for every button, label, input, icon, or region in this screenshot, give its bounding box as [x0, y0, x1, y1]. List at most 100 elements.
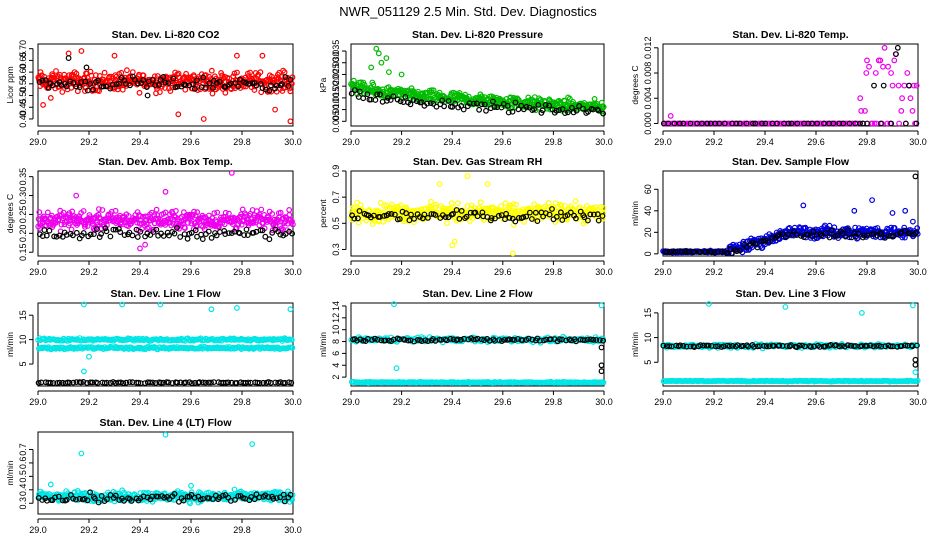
chart-panel: Stan. Dev. Li-820 Temp.29.0 29.2 29.4 29.6 2… — [630, 29, 927, 147]
data-point — [251, 87, 258, 93]
y-tick-label: 0.40 — [18, 110, 28, 128]
x-tick-label: 30.0 — [595, 267, 613, 277]
data-point — [241, 210, 248, 217]
data-point — [103, 379, 110, 386]
data-point — [373, 45, 380, 52]
data-point — [364, 91, 371, 98]
data-point — [458, 207, 465, 214]
data-point — [83, 64, 90, 71]
data-point — [208, 379, 214, 386]
data-point — [256, 380, 263, 386]
data-point — [156, 81, 162, 88]
data-point — [529, 336, 536, 343]
plot-frame — [662, 170, 919, 257]
data-point — [418, 99, 425, 106]
data-point — [277, 209, 284, 216]
data-point — [117, 379, 124, 386]
x-tick-label: 30.0 — [284, 267, 302, 277]
data-point — [432, 204, 439, 211]
x-tick-label: 29.8 — [233, 397, 251, 407]
data-point — [287, 88, 294, 95]
data-point — [823, 230, 829, 236]
data-point — [87, 231, 94, 238]
data-point — [385, 211, 392, 217]
data-point — [206, 80, 213, 87]
y-axis-label: Licor ppm — [5, 66, 15, 103]
data-point — [505, 109, 512, 116]
data-point — [156, 89, 163, 95]
data-point — [374, 336, 381, 343]
data-point — [565, 109, 571, 116]
data-point — [864, 57, 870, 64]
data-point — [591, 211, 597, 218]
y-tick-label: 0.35 — [18, 168, 28, 186]
data-point — [840, 120, 847, 127]
data-point — [594, 211, 601, 218]
data-point — [509, 108, 516, 115]
data-point — [761, 343, 767, 349]
data-point — [235, 221, 242, 228]
data-point — [63, 83, 70, 90]
data-point — [250, 229, 257, 236]
panel-title: Stan. Dev. Line 4 (LT) Flow — [99, 417, 232, 429]
y-tick-label: 10 — [643, 333, 653, 343]
x-axis: 29.0 29.2 29.4 29.6 29.8 30.0 — [342, 260, 613, 277]
data-point — [158, 379, 164, 386]
data-point — [82, 78, 89, 85]
y-tick-label: 0.45 — [18, 98, 28, 116]
x-tick-label: 29.4 — [131, 267, 149, 277]
data-point — [352, 87, 358, 93]
data-point — [287, 217, 294, 224]
data-point — [152, 82, 159, 88]
data-point — [680, 343, 687, 349]
data-point — [864, 120, 870, 127]
data-point — [488, 215, 495, 221]
x-tick-label: 30.0 — [595, 137, 613, 147]
data-point — [233, 52, 240, 59]
data-point — [84, 87, 91, 94]
data-point — [225, 379, 232, 386]
data-point — [174, 83, 181, 90]
data-point — [66, 379, 73, 386]
x-tick-label: 29.2 — [80, 267, 98, 277]
data-point — [189, 81, 196, 87]
data-point — [665, 120, 672, 127]
data-point — [221, 227, 228, 234]
x-tick-label: 29.4 — [131, 525, 149, 535]
x-tick-label: 29.8 — [545, 137, 563, 147]
data-point — [223, 379, 229, 386]
data-point — [35, 380, 42, 386]
data-point — [170, 75, 177, 82]
y-tick-label: 0.020 — [331, 75, 341, 98]
data-point — [111, 52, 118, 59]
data-point — [279, 74, 285, 80]
data-point — [762, 120, 769, 127]
data-point — [54, 380, 61, 386]
data-point — [889, 210, 896, 216]
y-tick-label: 0.65 — [18, 52, 28, 70]
data-point — [785, 120, 792, 127]
data-point — [433, 103, 440, 110]
x-tick-label: 29.8 — [233, 137, 251, 147]
data-point — [677, 342, 683, 349]
data-point — [546, 211, 553, 218]
x-tick-label: 29.0 — [29, 267, 47, 277]
data-point — [112, 226, 119, 233]
data-point — [862, 107, 868, 114]
data-point — [455, 336, 461, 343]
y-tick-label: 14 — [331, 301, 341, 311]
data-point — [235, 83, 242, 90]
y-axis-label: degrees C — [630, 65, 640, 104]
data-point — [289, 218, 295, 225]
y-tick-label: 0.50 — [18, 87, 28, 105]
data-point — [225, 230, 232, 237]
data-point — [257, 69, 264, 76]
data-point — [36, 79, 43, 85]
y-tick-label: 8 — [331, 339, 341, 344]
data-point — [401, 337, 408, 343]
data-point — [562, 202, 568, 209]
y-tick-label: 15 — [643, 308, 653, 318]
data-point — [98, 230, 104, 237]
